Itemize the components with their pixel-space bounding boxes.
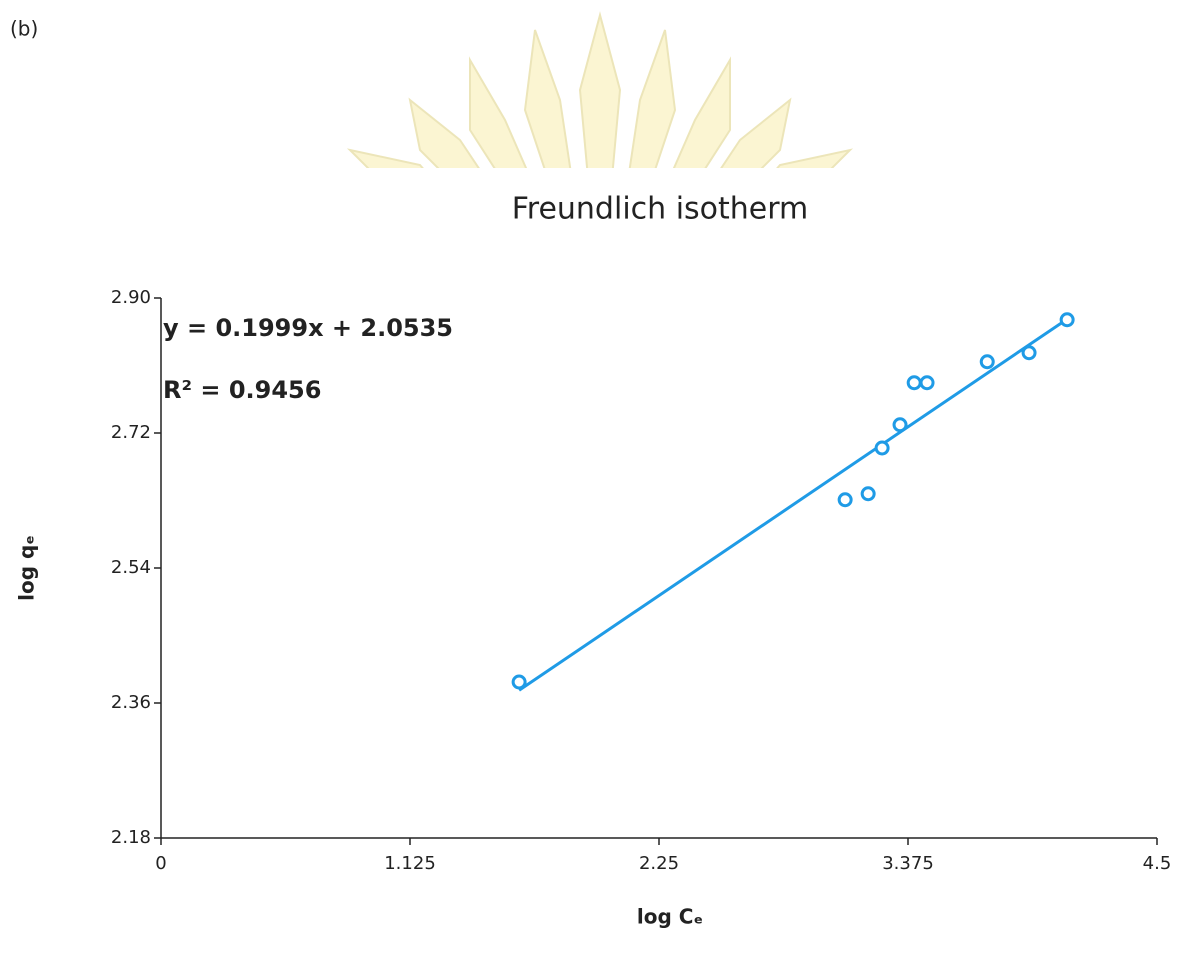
data-point (894, 419, 906, 431)
y-tick-label: 2.36 (111, 692, 151, 713)
y-tick-label: 2.90 (111, 287, 151, 308)
y-tick-label: 2.72 (111, 422, 151, 443)
x-tick-label: 4.5 (1143, 853, 1172, 874)
data-point (1061, 314, 1073, 326)
x-axis-label: log Cₑ (637, 905, 703, 929)
trendline (519, 319, 1067, 690)
data-point (981, 356, 993, 368)
chart: (b) Freundlich isotherm y = 0.1999x + 2.… (0, 0, 1177, 962)
data-point (839, 494, 851, 506)
data-point (1023, 347, 1035, 359)
y-tick-label: 2.18 (111, 827, 151, 848)
x-tick-label: 3.375 (882, 853, 934, 874)
data-point (862, 488, 874, 500)
x-tick-label: 1.125 (384, 853, 436, 874)
data-point (921, 377, 933, 389)
x-tick-label: 0 (155, 853, 166, 874)
r-squared: R² = 0.9456 (163, 376, 321, 404)
panel-label: (b) (10, 17, 38, 41)
data-point (513, 676, 525, 688)
data-point (908, 377, 920, 389)
trend-equation: y = 0.1999x + 2.0535 (163, 314, 453, 342)
y-axis-label: log qₑ (15, 535, 39, 601)
watermark (350, 15, 850, 200)
chart-title: Freundlich isotherm (512, 192, 809, 227)
data-point (876, 442, 888, 454)
y-tick-label: 2.54 (111, 557, 151, 578)
x-tick-label: 2.25 (639, 853, 679, 874)
